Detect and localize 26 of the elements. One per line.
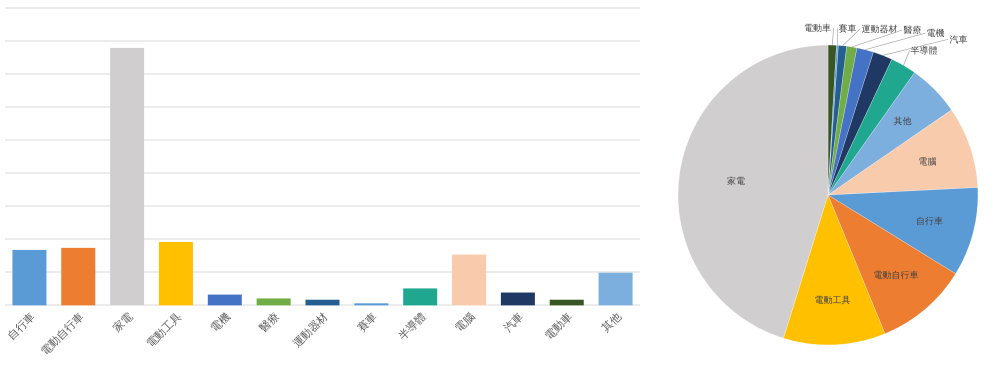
slice-label: 電動工具 — [814, 294, 851, 306]
slice-label: 半導體 — [910, 45, 938, 56]
slice-label: 家電 — [727, 176, 746, 188]
slice-label: 醫療 — [903, 25, 922, 36]
x-tick-label: 電腦 — [452, 310, 478, 335]
slice-label: 電動自行車 — [873, 270, 918, 282]
slice-label: 其他 — [894, 116, 912, 128]
x-tick-label: 其他 — [598, 310, 624, 335]
x-tick-label: 汽車 — [501, 310, 526, 335]
slice-label: 賽車 — [838, 23, 856, 34]
x-tick-label: 醫療 — [257, 310, 282, 335]
x-tick-label: 家電 — [110, 310, 136, 335]
x-tick-label: 電動自行車 — [38, 310, 86, 358]
slice-label: 汽車 — [949, 34, 968, 46]
x-tick-label: 電動車 — [542, 310, 575, 342]
slice-label: 電機 — [926, 28, 944, 40]
x-tick-label: 電機 — [208, 310, 233, 335]
slice-label: 電動車 — [804, 23, 832, 34]
x-tick-label: 電動工具 — [144, 310, 184, 350]
x-tick-label: 自行車 — [5, 310, 38, 342]
x-tick-label: 半導體 — [396, 310, 428, 342]
slice-label: 電腦 — [918, 156, 936, 168]
x-tick-label: 運動器材 — [290, 310, 331, 350]
slice-label: 自行車 — [916, 216, 944, 228]
slice-label: 運動器材 — [861, 24, 898, 35]
x-tick-label: 賽車 — [354, 310, 380, 335]
